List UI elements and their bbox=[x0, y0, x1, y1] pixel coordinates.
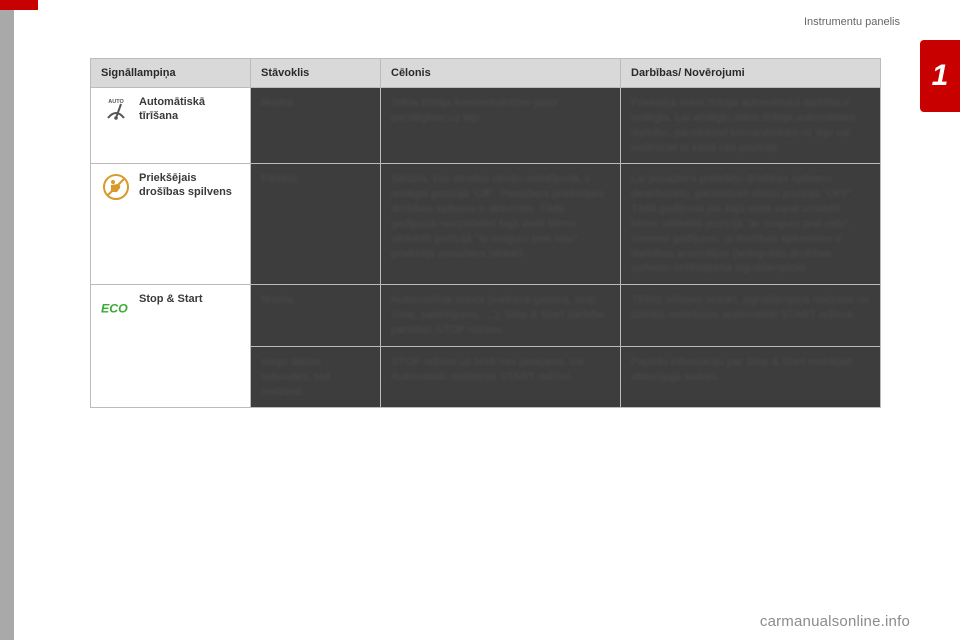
side-grey-bar bbox=[0, 10, 14, 640]
signal-cell: AUTO Automātiskā tīrīšana bbox=[91, 88, 251, 164]
state-cell: Fiksēta. bbox=[251, 164, 381, 285]
action-cell: Tiklīdz vēlaties braukt, signāllampiņa n… bbox=[621, 285, 881, 347]
signal-label: Stop & Start bbox=[139, 293, 203, 307]
section-title: Instrumentu panelis bbox=[804, 16, 900, 28]
action-cell: Papildu informāciju par Stop & Start mek… bbox=[621, 346, 881, 408]
airbag-off-icon bbox=[101, 172, 131, 202]
col-cause: Cēlonis bbox=[381, 59, 621, 88]
signal-cell: Priekšējais drošības spilvens bbox=[91, 164, 251, 285]
cause-cell: STOP režīms uz brīdi nav pieejams. vai A… bbox=[381, 346, 621, 408]
table-row: AUTO Automātiskā tīrīšana fiksēta. Stikl… bbox=[91, 88, 881, 164]
signal-label: Priekšējais drošības spilvens bbox=[139, 172, 240, 200]
page-content: Signāllampiņa Stāvoklis Cēlonis Darbības… bbox=[90, 58, 880, 408]
svg-text:ECO: ECO bbox=[101, 302, 128, 316]
cause-cell: Automašīnai stāvot (sarkanā gaisma, stop… bbox=[381, 285, 621, 347]
chapter-badge: 1 bbox=[920, 40, 960, 112]
col-action: Darbības/ Novērojumi bbox=[621, 59, 881, 88]
accent-bar bbox=[0, 0, 38, 10]
action-cell: Lai pasažiera priekšējo drošības spilven… bbox=[621, 164, 881, 285]
cause-cell: Stikla tīrītāja komandslēdzim jābūt pārs… bbox=[381, 88, 621, 164]
svg-text:AUTO: AUTO bbox=[108, 99, 124, 105]
warning-lamp-table: Signāllampiņa Stāvoklis Cēlonis Darbības… bbox=[90, 58, 881, 408]
footer-url: carmanualsonline.info bbox=[760, 613, 910, 630]
state-cell: fiksēta. bbox=[251, 285, 381, 347]
col-state: Stāvoklis bbox=[251, 59, 381, 88]
state-cell: mirgo dažas sekundes, tad nodziest. bbox=[251, 346, 381, 408]
signal-label: Automātiskā tīrīšana bbox=[139, 96, 240, 124]
state-cell: fiksēta. bbox=[251, 88, 381, 164]
eco-icon: ECO bbox=[101, 293, 131, 323]
action-cell: Priekšējā stikla tīrītāja automātiskā da… bbox=[621, 88, 881, 164]
table-row: ECO Stop & Start fiksēta. Automašīnai st… bbox=[91, 285, 881, 347]
col-signal: Signāllampiņa bbox=[91, 59, 251, 88]
signal-cell: ECO Stop & Start bbox=[91, 285, 251, 408]
cause-cell: Slēdzis, kas atrodas cimdu nodalījumā, i… bbox=[381, 164, 621, 285]
wiper-auto-icon: AUTO bbox=[101, 96, 131, 126]
table-row: Priekšējais drošības spilvens Fiksēta. S… bbox=[91, 164, 881, 285]
table-header-row: Signāllampiņa Stāvoklis Cēlonis Darbības… bbox=[91, 59, 881, 88]
